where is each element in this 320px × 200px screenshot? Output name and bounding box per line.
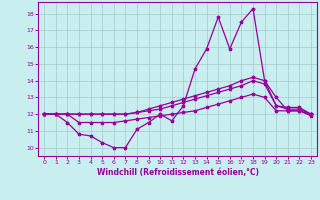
X-axis label: Windchill (Refroidissement éolien,°C): Windchill (Refroidissement éolien,°C) <box>97 168 259 177</box>
